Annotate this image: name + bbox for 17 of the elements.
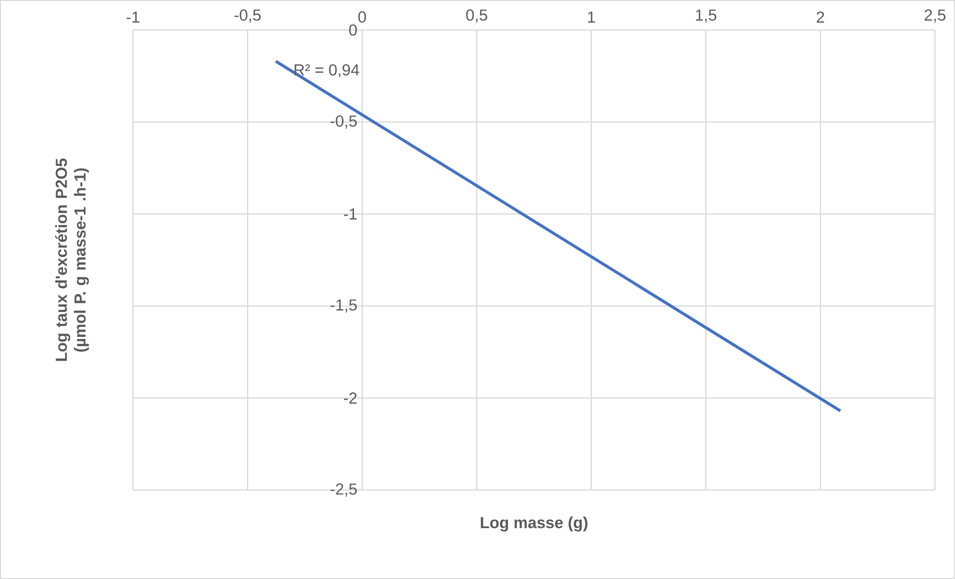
y-tick-label: -2,5 (330, 483, 357, 497)
x-tick-label: 0 (358, 11, 366, 23)
y-tick-label: -1,5 (330, 299, 357, 313)
x-tick-label: 1,5 (696, 10, 716, 23)
x-tick-label: 0,5 (466, 9, 488, 23)
x-tick-label: 2,5 (924, 9, 946, 23)
y-tick-label: -2 (344, 392, 357, 404)
y-tick-label: -1 (344, 208, 357, 220)
x-axis-title: Log masse (g) (480, 516, 588, 532)
y-axis-title: Log taux d'excrétion P2O5 (µmol P. g masse-1 .h-1) (55, 158, 89, 361)
annotation: R² = 0,94 (294, 64, 360, 78)
x-tick-label: -0,5 (234, 9, 261, 23)
y-tick-label: 0 (349, 24, 357, 36)
y-tick-label: -0,5 (330, 115, 357, 129)
x-tick-label: 1 (588, 12, 595, 23)
x-tick-label: 2 (816, 11, 824, 23)
x-tick-label: -1 (126, 12, 140, 23)
